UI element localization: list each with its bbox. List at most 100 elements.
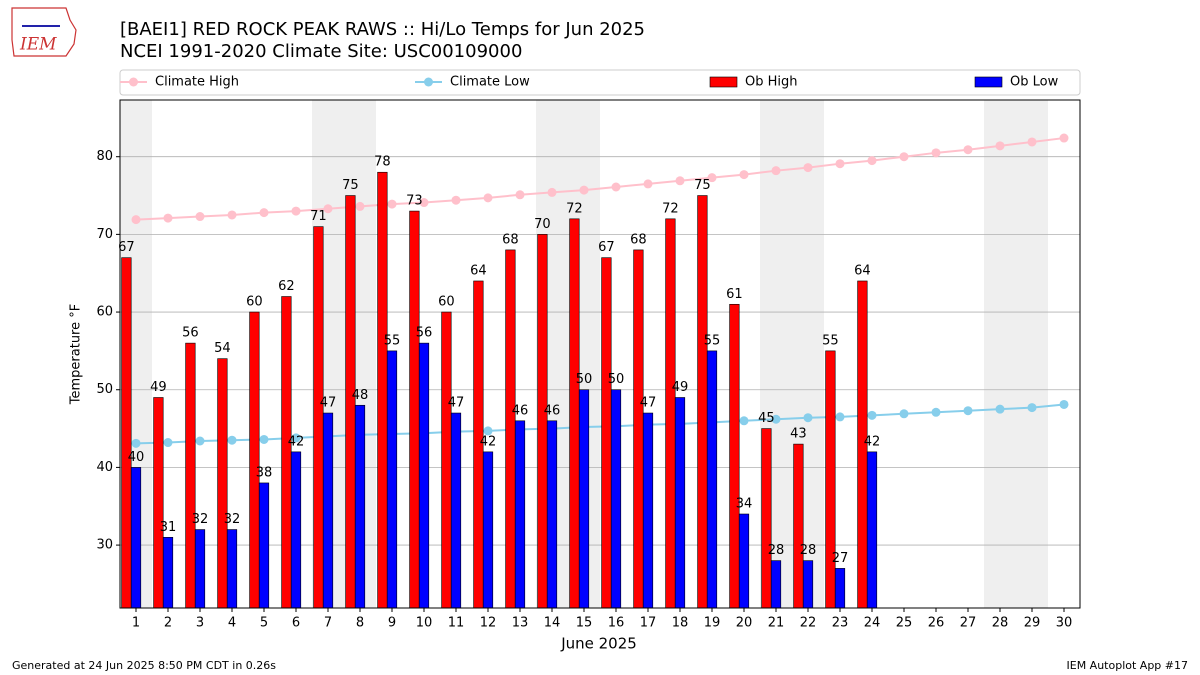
x-tick-label: 9 bbox=[388, 616, 396, 631]
bar-label: 56 bbox=[182, 326, 199, 341]
point bbox=[931, 407, 941, 417]
x-tick-label: 21 bbox=[768, 616, 785, 631]
point bbox=[899, 152, 909, 162]
x-tick-label: 30 bbox=[1056, 616, 1073, 631]
weekend-shade bbox=[1016, 100, 1048, 608]
weekend-shade bbox=[984, 100, 1016, 608]
x-tick-label: 10 bbox=[416, 616, 433, 631]
bar bbox=[514, 420, 526, 609]
point bbox=[675, 176, 685, 186]
point bbox=[259, 208, 269, 218]
x-tick-label: 29 bbox=[1024, 616, 1041, 631]
x-tick-label: 19 bbox=[704, 616, 721, 631]
point bbox=[227, 435, 237, 445]
point bbox=[131, 438, 141, 448]
bar bbox=[706, 350, 718, 609]
bar bbox=[290, 451, 302, 609]
x-tick-label: 8 bbox=[356, 616, 364, 631]
bar bbox=[729, 303, 740, 609]
y-tick-label: 30 bbox=[96, 538, 113, 553]
point bbox=[163, 438, 173, 448]
bar bbox=[313, 226, 324, 609]
legend-label: Climate Low bbox=[450, 75, 530, 90]
point bbox=[995, 141, 1005, 151]
bar-label: 72 bbox=[662, 201, 679, 216]
y-tick-label: 50 bbox=[96, 382, 113, 397]
bar bbox=[802, 560, 814, 609]
bar bbox=[601, 257, 612, 609]
bar-label: 60 bbox=[438, 295, 455, 310]
point bbox=[1059, 133, 1069, 143]
point bbox=[355, 201, 365, 211]
point bbox=[899, 409, 909, 419]
bar-label: 60 bbox=[246, 295, 263, 310]
bar bbox=[674, 397, 686, 609]
point bbox=[835, 412, 845, 422]
point bbox=[227, 210, 237, 220]
bar-label: 73 bbox=[406, 194, 423, 209]
bar-label: 42 bbox=[864, 434, 881, 449]
bar-label: 68 bbox=[502, 232, 519, 247]
bar bbox=[738, 513, 750, 609]
x-tick-label: 22 bbox=[800, 616, 817, 631]
legend-marker bbox=[424, 77, 433, 87]
bar-label: 28 bbox=[768, 543, 785, 558]
footer-right: IEM Autoplot App #17 bbox=[1067, 659, 1189, 672]
bar-label: 42 bbox=[480, 434, 497, 449]
bar bbox=[633, 249, 644, 609]
x-tick-label: 14 bbox=[544, 616, 561, 631]
bar-label: 55 bbox=[822, 333, 839, 348]
bar-label: 49 bbox=[672, 380, 689, 395]
bar bbox=[610, 389, 622, 609]
bar-label: 48 bbox=[352, 388, 369, 403]
bar bbox=[418, 342, 430, 609]
x-tick-label: 11 bbox=[448, 616, 465, 631]
x-tick-label: 2 bbox=[164, 616, 172, 631]
bar bbox=[793, 443, 804, 609]
bar bbox=[386, 350, 398, 609]
bar-label: 75 bbox=[694, 178, 711, 193]
x-tick-label: 25 bbox=[896, 616, 913, 631]
x-axis-label: June 2025 bbox=[560, 635, 637, 653]
logo: IEM bbox=[11, 7, 77, 57]
bar-label: 67 bbox=[118, 240, 135, 255]
point bbox=[739, 416, 749, 426]
x-tick-label: 15 bbox=[576, 616, 593, 631]
bar-label: 75 bbox=[342, 178, 359, 193]
x-tick-label: 1 bbox=[132, 616, 140, 631]
bar-label: 55 bbox=[704, 333, 721, 348]
point bbox=[803, 163, 813, 173]
logo-outline bbox=[11, 7, 77, 57]
bar-label: 49 bbox=[150, 380, 167, 395]
bar bbox=[322, 412, 334, 609]
footer-left: Generated at 24 Jun 2025 8:50 PM CDT in … bbox=[12, 659, 276, 672]
point bbox=[963, 406, 973, 416]
x-tick-label: 13 bbox=[512, 616, 529, 631]
point bbox=[771, 166, 781, 176]
x-tick-label: 4 bbox=[228, 616, 236, 631]
y-tick-label: 40 bbox=[96, 460, 113, 475]
y-tick-label: 80 bbox=[96, 149, 113, 164]
point bbox=[995, 404, 1005, 414]
bar bbox=[834, 568, 846, 609]
bar-label: 61 bbox=[726, 287, 743, 302]
bar-label: 34 bbox=[736, 497, 753, 512]
point bbox=[131, 215, 141, 225]
bar bbox=[569, 218, 580, 609]
point bbox=[195, 212, 205, 222]
logo-text: IEM bbox=[19, 35, 57, 55]
bar-label: 28 bbox=[800, 543, 817, 558]
y-tick-label: 60 bbox=[96, 305, 113, 320]
bar-label: 78 bbox=[374, 155, 391, 170]
bar-label: 38 bbox=[256, 465, 273, 480]
legend-label: Ob Low bbox=[1010, 75, 1059, 90]
bar-label: 40 bbox=[128, 450, 145, 465]
bar bbox=[482, 451, 494, 609]
bar bbox=[217, 358, 228, 609]
bar bbox=[249, 311, 260, 609]
bar bbox=[162, 537, 174, 609]
bar bbox=[226, 529, 238, 609]
x-tick-label: 7 bbox=[324, 616, 332, 631]
plot-frame bbox=[119, 99, 1081, 609]
bar-label: 72 bbox=[566, 201, 583, 216]
